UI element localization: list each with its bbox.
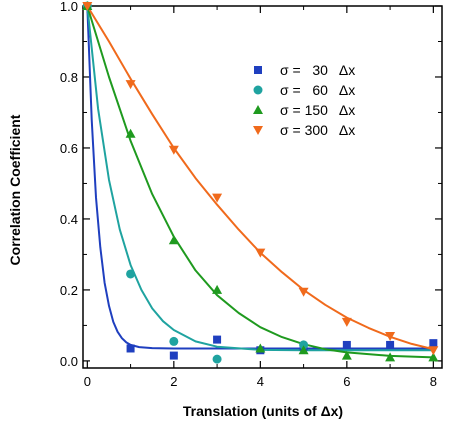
data-point-0	[169, 351, 178, 360]
data-point-0	[429, 339, 438, 348]
data-point-2	[298, 345, 309, 355]
data-point-0	[386, 340, 395, 349]
fit-line-2	[86, 5, 434, 359]
data-point-3	[385, 332, 396, 342]
y-tick-label: 0.8	[60, 70, 78, 85]
legend-label-1: σ = 60 Δx	[280, 82, 355, 98]
y-tick-label: 0.0	[60, 354, 78, 369]
data-point-2	[212, 284, 223, 294]
x-axis-label: Translation (units of Δx)	[183, 403, 343, 419]
data-point-2	[428, 352, 439, 362]
y-tick-label: 0.2	[60, 283, 78, 298]
data-point-2	[125, 128, 136, 138]
fit-line-1	[86, 5, 434, 352]
data-point-0	[126, 344, 135, 353]
legend-label-0: σ = 30 Δx	[280, 62, 355, 78]
legend-marker-3	[253, 126, 263, 135]
data-point-3	[255, 248, 266, 258]
fit-line-3	[86, 5, 434, 351]
data-point-3	[125, 80, 136, 90]
x-tick-label: 0	[84, 374, 91, 389]
data-point-3	[212, 193, 223, 203]
legend-marker-0	[254, 66, 262, 74]
plot-frame	[82, 5, 443, 369]
data-point-1	[169, 336, 179, 346]
y-tick-label: 1.0	[60, 0, 78, 14]
y-tick-label: 0.6	[60, 141, 78, 156]
y-axis-label: Correlation Coefficient	[7, 114, 23, 265]
fit-line-0	[86, 5, 434, 350]
legend-label-3: σ = 300 Δx	[280, 122, 355, 138]
data-point-0	[213, 335, 222, 344]
data-point-2	[168, 235, 179, 245]
x-tick-label: 2	[170, 374, 177, 389]
data-point-1	[126, 269, 136, 279]
data-point-0	[342, 340, 351, 349]
data-point-3	[428, 346, 439, 356]
data-point-3	[168, 145, 179, 155]
data-point-2	[255, 343, 266, 353]
data-point-2	[385, 352, 396, 362]
data-point-3	[82, 2, 93, 11]
data-point-1	[212, 354, 222, 364]
legend-marker-1	[253, 85, 263, 95]
data-point-3	[341, 317, 352, 327]
x-tick-label: 6	[343, 374, 350, 389]
legend-marker-2	[253, 105, 263, 114]
x-tick-label: 8	[430, 374, 437, 389]
data-point-1	[299, 340, 309, 350]
y-tick-label: 0.4	[60, 212, 78, 227]
data-point-3	[298, 287, 309, 297]
x-tick-label: 4	[257, 374, 264, 389]
legend-label-2: σ = 150 Δx	[280, 102, 355, 118]
data-point-2	[341, 350, 352, 360]
